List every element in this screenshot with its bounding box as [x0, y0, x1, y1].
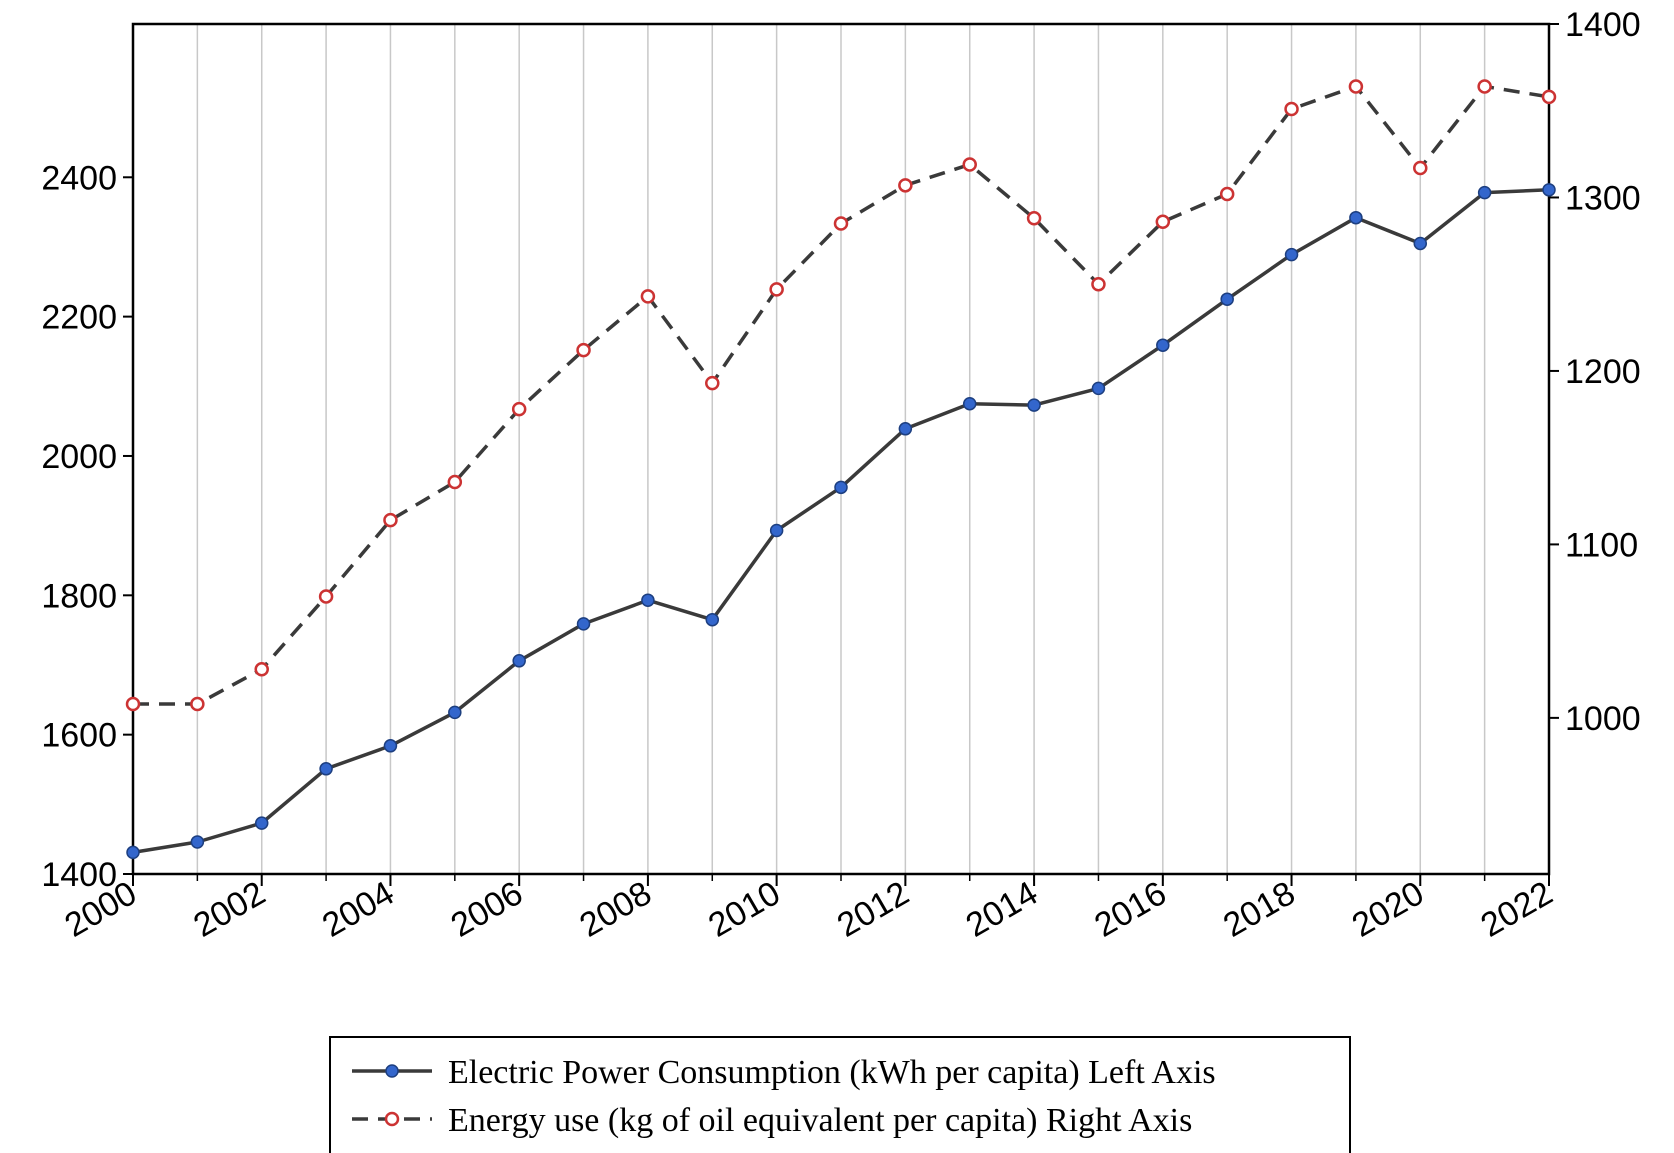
data-point	[125, 696, 141, 712]
grid-lines	[132, 24, 1550, 874]
data-point	[1477, 79, 1492, 94]
right-tick-label: 1400	[1565, 6, 1641, 44]
x-tick-label: 2002	[187, 874, 272, 945]
data-point	[962, 157, 977, 172]
legend: Electric Power Consumption (kWh per capi…	[329, 1036, 1351, 1153]
data-point	[834, 480, 848, 495]
data-point	[705, 612, 720, 627]
x-tick-label: 2012	[831, 874, 916, 945]
data-point	[254, 662, 269, 677]
right-tick-label: 1100	[1565, 526, 1638, 564]
data-point	[512, 654, 526, 668]
legend-marker-electric	[385, 1064, 399, 1078]
left-tick-label: 2400	[41, 159, 117, 197]
data-point	[576, 342, 591, 358]
x-tick-label: 2006	[445, 874, 530, 945]
x-tick-label: 2004	[316, 874, 401, 945]
data-point	[1219, 186, 1235, 202]
data-point	[1156, 338, 1170, 352]
data-point	[1477, 185, 1492, 200]
data-point	[448, 705, 462, 720]
data-point	[1413, 236, 1428, 251]
data-point	[769, 282, 784, 297]
legend-marker-energy	[384, 1111, 400, 1127]
data-point	[1413, 160, 1428, 176]
left-tick-label: 1400	[41, 856, 117, 894]
data-point	[1284, 247, 1299, 262]
data-point	[126, 845, 140, 860]
data-point	[383, 512, 398, 528]
data-point	[1284, 101, 1299, 117]
x-tick-label: 2008	[573, 874, 658, 945]
data-point	[319, 762, 333, 776]
left-tick-label: 2200	[41, 299, 117, 337]
data-point	[190, 835, 205, 849]
data-point	[1026, 211, 1042, 226]
x-tick-label: 2022	[1474, 874, 1559, 945]
right-tick-label: 1000	[1565, 700, 1641, 738]
data-point	[833, 216, 849, 231]
x-tick-label: 2014	[960, 874, 1045, 945]
right-tick-label: 1300	[1565, 179, 1641, 217]
data-point	[383, 739, 398, 753]
data-point	[640, 289, 656, 304]
data-point	[1091, 276, 1106, 292]
data-point	[1220, 292, 1234, 306]
left-tick-label: 1800	[41, 577, 117, 615]
right-tick-label: 1200	[1565, 353, 1641, 391]
data-point	[1091, 381, 1106, 396]
x-tick-label: 2016	[1088, 874, 1173, 945]
left-tick-label: 2000	[41, 438, 117, 476]
x-axis: 2000 2002 2004 2006 2008 2010 2012 2014 2016 2018…	[58, 874, 1559, 945]
series-layer	[125, 79, 1557, 860]
data-point	[962, 396, 977, 411]
data-point	[705, 375, 720, 391]
data-point	[190, 696, 205, 712]
x-tick-label: 2018	[1217, 874, 1302, 945]
data-point	[1542, 183, 1556, 197]
data-point	[1027, 398, 1041, 412]
data-point	[898, 422, 913, 436]
left-tick-label: 1600	[41, 717, 117, 755]
x-tick-label: 2010	[702, 874, 787, 945]
data-point	[447, 474, 463, 490]
data-point	[641, 593, 655, 607]
data-point	[511, 401, 527, 417]
data-point	[898, 178, 913, 193]
data-point	[254, 816, 269, 830]
data-point	[1541, 89, 1557, 105]
data-point	[1349, 210, 1363, 225]
right-axis: 1000 1100 1200 1300 1400	[1549, 6, 1641, 738]
data-point	[576, 617, 591, 631]
left-axis: 1400 1600 1800 2000 2200 2400	[41, 159, 133, 894]
data-point	[1348, 79, 1364, 94]
legend-label-electric: Electric Power Consumption (kWh per capi…	[448, 1054, 1216, 1091]
x-tick-label: 2020	[1346, 874, 1431, 945]
data-point	[1155, 214, 1171, 230]
legend-box	[329, 1036, 1351, 1153]
data-point	[769, 523, 784, 538]
data-point	[318, 589, 334, 604]
legend-label-energy: Energy use (kg of oil equivalent per cap…	[448, 1102, 1192, 1139]
